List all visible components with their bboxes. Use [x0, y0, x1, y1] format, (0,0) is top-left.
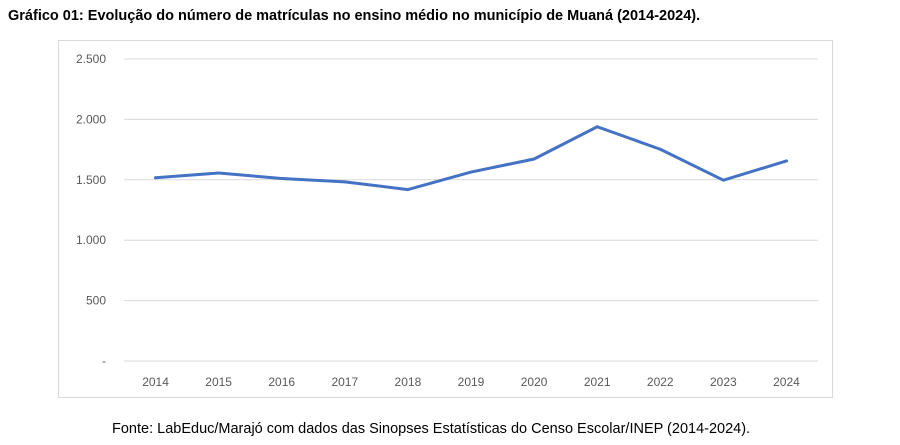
- x-tick-label: 2017: [331, 375, 358, 389]
- data-point: [784, 159, 788, 163]
- data-point: [595, 125, 599, 129]
- data-point: [343, 180, 347, 184]
- data-point: [469, 170, 473, 174]
- x-tick-label: 2016: [268, 375, 295, 389]
- data-point: [721, 178, 725, 182]
- chart-title: Gráfico 01: Evolução do número de matríc…: [8, 8, 701, 24]
- data-point: [280, 176, 284, 180]
- x-tick-label: 2019: [458, 375, 485, 389]
- x-tick-label: 2018: [395, 375, 422, 389]
- x-tick-label: 2023: [710, 375, 737, 389]
- y-tick-label: 2.500: [76, 52, 106, 66]
- y-tick-label: 1.000: [76, 233, 106, 247]
- data-point: [658, 147, 662, 151]
- data-point: [154, 176, 158, 180]
- x-tick-label: 2014: [142, 375, 169, 389]
- x-tick-label: 2021: [584, 375, 611, 389]
- y-tick-label: 500: [86, 294, 106, 308]
- x-tick-label: 2024: [773, 375, 800, 389]
- x-tick-label: 2022: [647, 375, 674, 389]
- x-tick-label: 2020: [521, 375, 548, 389]
- chart-source: Fonte: LabEduc/Marajó com dados das Sino…: [112, 421, 751, 437]
- data-point: [406, 188, 410, 192]
- x-tick-label: 2015: [205, 375, 232, 389]
- chart-frame: [58, 40, 833, 398]
- data-point: [217, 171, 221, 175]
- y-tick-label: -: [102, 354, 106, 368]
- y-tick-label: 2.000: [76, 112, 106, 126]
- y-tick-label: 1.500: [76, 173, 106, 187]
- data-point: [532, 157, 536, 161]
